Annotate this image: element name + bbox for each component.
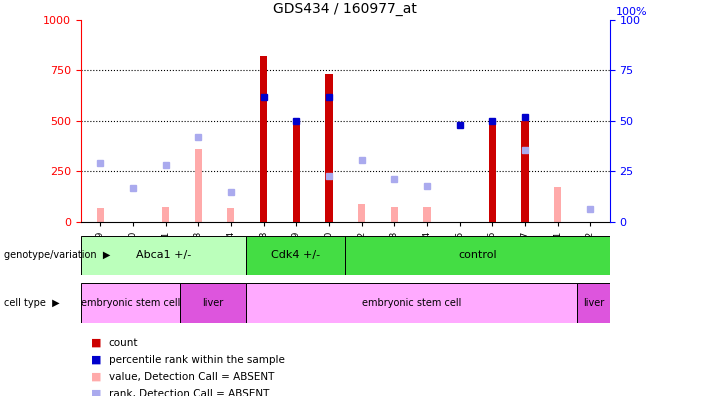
Text: value, Detection Call = ABSENT: value, Detection Call = ABSENT (109, 371, 274, 382)
Text: rank, Detection Call = ABSENT: rank, Detection Call = ABSENT (109, 388, 269, 396)
Bar (246, 236, 346, 275)
Text: liver: liver (583, 298, 604, 308)
Bar (227, 208, 235, 222)
Bar (260, 56, 267, 222)
Bar (246, 283, 577, 323)
Text: embryonic stem cell: embryonic stem cell (81, 298, 180, 308)
Bar (162, 207, 169, 222)
Bar (97, 208, 104, 222)
Title: GDS434 / 160977_at: GDS434 / 160977_at (273, 2, 417, 16)
Bar (195, 149, 202, 222)
Text: genotype/variation  ▶: genotype/variation ▶ (4, 250, 110, 261)
Text: control: control (458, 250, 497, 261)
Bar (81, 236, 246, 275)
Text: 100%: 100% (615, 7, 647, 17)
Bar (81, 283, 180, 323)
Bar (325, 74, 332, 222)
Text: ■: ■ (91, 371, 102, 382)
Bar (489, 123, 496, 222)
Text: ■: ■ (91, 388, 102, 396)
Bar (423, 207, 430, 222)
Bar (325, 206, 332, 222)
Bar (554, 187, 562, 222)
Bar (522, 205, 529, 222)
Bar (358, 204, 365, 222)
Text: count: count (109, 337, 138, 348)
Bar (180, 283, 246, 323)
Text: percentile rank within the sample: percentile rank within the sample (109, 354, 285, 365)
Text: Cdk4 +/-: Cdk4 +/- (271, 250, 320, 261)
Bar (390, 207, 398, 222)
Bar (522, 121, 529, 222)
Text: embryonic stem cell: embryonic stem cell (362, 298, 461, 308)
Text: liver: liver (203, 298, 224, 308)
Text: cell type  ▶: cell type ▶ (4, 298, 59, 308)
Bar (292, 125, 300, 222)
Bar (577, 283, 610, 323)
Text: Abca1 +/-: Abca1 +/- (136, 250, 191, 261)
Bar (346, 236, 610, 275)
Text: ■: ■ (91, 354, 102, 365)
Text: ■: ■ (91, 337, 102, 348)
